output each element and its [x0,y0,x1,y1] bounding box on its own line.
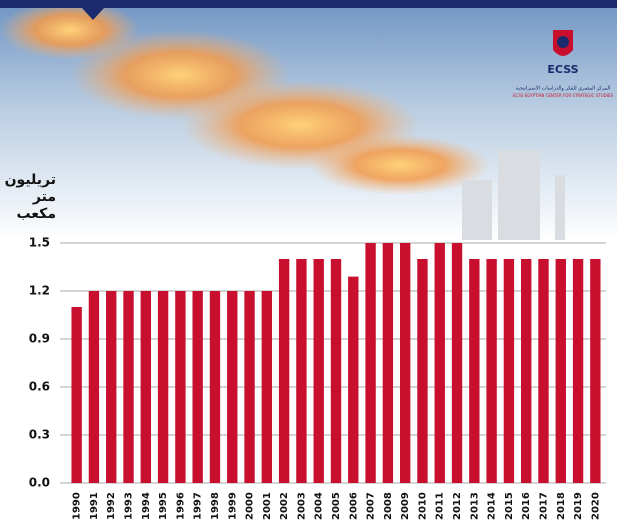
chimneys [462,150,565,240]
bar [451,243,463,483]
bar [227,291,238,483]
x-tick-label: 1994 [141,492,152,520]
x-tick-label: 2006 [348,492,359,520]
x-tick-label: 2004 [314,492,325,520]
y-axis-label: متر [32,189,56,205]
x-tick-label: 2010 [417,492,428,520]
bar [572,259,584,483]
bar [261,291,273,483]
flame [0,0,490,195]
y-tick-label: 0.9 [29,332,50,346]
y-tick-label: 0.3 [29,428,50,442]
bar [71,307,82,483]
x-tick-label: 2001 [262,492,273,520]
y-axis-label: مكعب [16,206,56,222]
x-tick-label: 2005 [331,492,342,520]
x-tick-label: 1991 [89,492,100,520]
x-tick-label: 2009 [400,492,411,520]
bar [417,259,428,483]
x-tick-label: 2012 [452,492,463,520]
x-tick-label: 1999 [227,492,238,520]
x-tick-label: 2011 [435,492,446,520]
bar [399,243,411,483]
bar [313,259,324,483]
x-tick-label: 2018 [556,492,567,520]
bar [365,243,376,483]
bar [486,259,497,483]
bar [538,259,549,483]
bar [157,291,169,483]
bar [503,259,515,483]
x-tick-label: 2007 [366,492,377,520]
bar [469,259,480,483]
logo: ECSS المركز المصري للفكر والدراسات الاست… [513,30,613,98]
bar [140,291,151,483]
bar [555,259,566,483]
x-tick-label: 1990 [72,492,83,520]
bar [434,243,445,483]
x-tick-label: 2019 [573,492,584,520]
x-tick-label: 2014 [487,492,498,520]
x-tick-label: 2017 [538,492,549,520]
logo-name: ECSS [547,63,578,76]
x-tick-label: 2016 [521,492,532,520]
x-tick-label: 2008 [383,492,394,520]
bar [382,243,394,483]
x-tick-label: 2003 [296,492,307,520]
bar [244,291,255,483]
bar [123,291,134,483]
bar [590,259,601,483]
x-tick-label: 2013 [469,492,480,520]
y-tick-label: 0.6 [29,380,50,394]
x-tick-label: 1998 [210,492,221,520]
bar [209,291,221,483]
x-tick-label: 1992 [106,492,117,520]
x-tick-label: 1993 [124,492,135,520]
y-tick-label: 1.2 [29,284,50,298]
bar [278,259,290,483]
banner-notch [82,8,104,20]
bar [296,259,307,483]
top-banner [0,0,617,8]
x-tick-label: 2002 [279,492,290,520]
y-tick-label: 1.5 [29,236,50,250]
y-tick-label: 0.0 [29,476,50,490]
x-tick-label: 1995 [158,492,169,520]
logo-english: ECSS EGYPTIAN CENTER FOR STRATEGIC STUDI… [513,93,613,98]
y-axis-label: تريليون [5,172,56,188]
x-tick-label: 2020 [590,492,601,520]
x-tick-label: 1996 [175,492,186,520]
logo-arabic: المركز المصري للفكر والدراسات الاستراتيج… [516,86,611,92]
x-tick-label: 2015 [504,492,515,520]
bar [175,291,186,483]
bar [192,291,203,483]
bar [521,259,532,483]
bar [88,291,100,483]
bar [348,276,359,483]
bar [330,259,342,483]
x-tick-label: 2000 [245,492,256,520]
x-tick-label: 1997 [193,492,204,520]
bar [106,291,117,483]
